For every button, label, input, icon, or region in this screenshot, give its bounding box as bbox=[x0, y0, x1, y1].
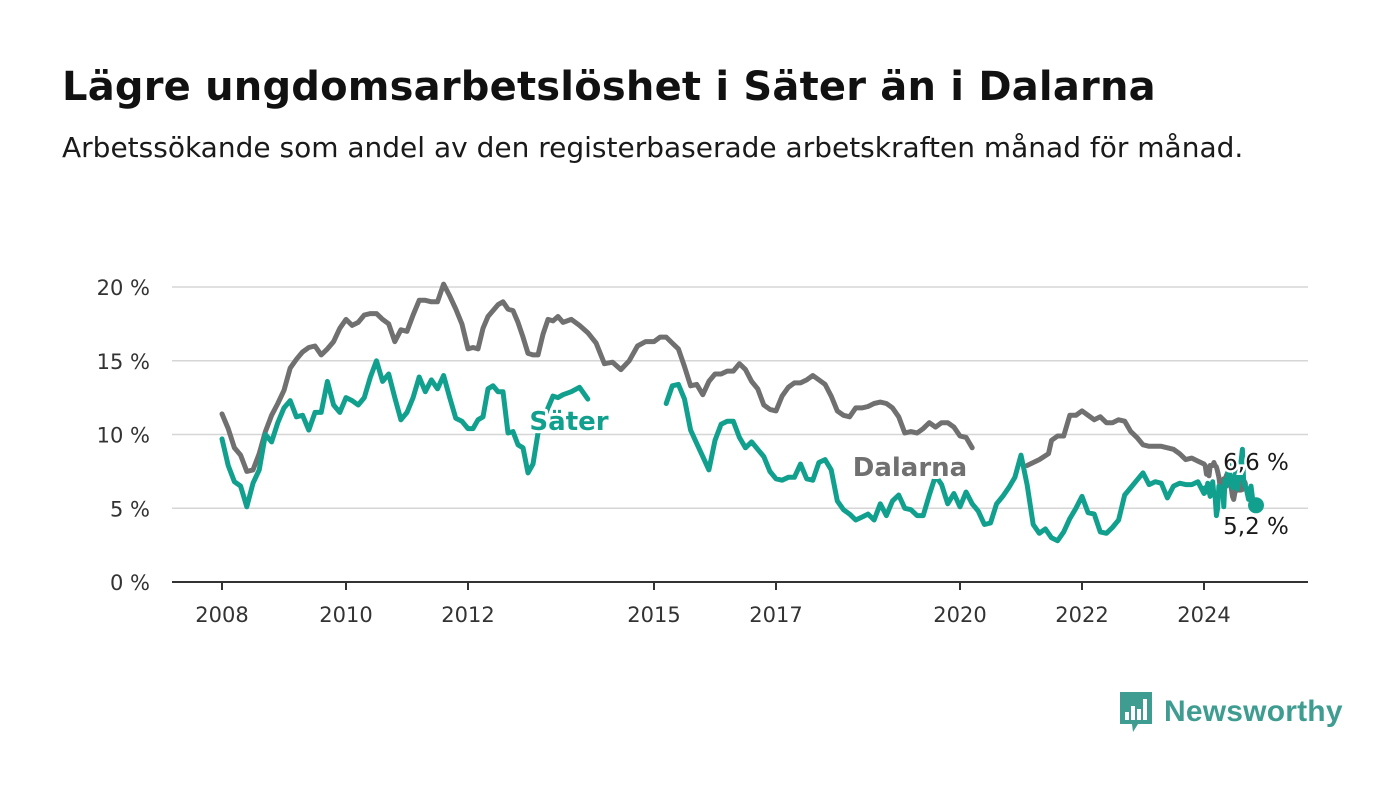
series-line-dalarna bbox=[219, 281, 975, 474]
x-tick-label: 2015 bbox=[627, 603, 680, 627]
series-line-sater bbox=[219, 358, 591, 510]
series-line-sater bbox=[663, 381, 1259, 544]
x-tick-label: 2022 bbox=[1055, 603, 1108, 627]
label-layer: Dalarna Säter 6,6 % 5,2 % bbox=[526, 404, 1291, 543]
newsworthy-chart-bubble-icon bbox=[1120, 692, 1152, 732]
y-tick-label: 10 % bbox=[97, 424, 150, 448]
series-layer bbox=[219, 281, 1264, 544]
x-tick-label: 2020 bbox=[933, 603, 986, 627]
grid-lines bbox=[172, 286, 1308, 583]
x-tick-label: 2010 bbox=[319, 603, 372, 627]
y-tick-label: 15 % bbox=[97, 350, 150, 374]
end-point-sater bbox=[1248, 497, 1264, 514]
y-tick-label: 20 % bbox=[97, 276, 150, 300]
end-label-dalarna: 6,6 % bbox=[1223, 450, 1289, 476]
x-tick-label: 2017 bbox=[749, 603, 802, 627]
x-tick-label: 2024 bbox=[1177, 603, 1230, 627]
y-axis-ticks: 0 % 5 % 10 % 15 % 20 % bbox=[97, 276, 150, 595]
x-tick-label: 2008 bbox=[195, 603, 248, 627]
chart-subtitle: Arbetssökande som andel av den registerb… bbox=[62, 131, 1244, 164]
chart-title: Lägre ungdomsarbetslöshet i Säter än i D… bbox=[62, 64, 1156, 110]
series-label-dalarna: Dalarna bbox=[853, 453, 967, 483]
series-label-sater: Säter bbox=[529, 407, 608, 437]
y-tick-label: 0 % bbox=[110, 571, 150, 595]
y-tick-label: 5 % bbox=[110, 497, 150, 521]
brand-logo[interactable]: Newsworthy bbox=[1118, 690, 1343, 734]
brand-name: Newsworthy bbox=[1164, 695, 1343, 728]
x-tick-label: 2012 bbox=[441, 603, 494, 627]
end-label-sater: 5,2 % bbox=[1223, 514, 1289, 540]
x-axis-ticks: 2008 2010 2012 2015 2017 2020 2022 2024 bbox=[195, 582, 1231, 627]
